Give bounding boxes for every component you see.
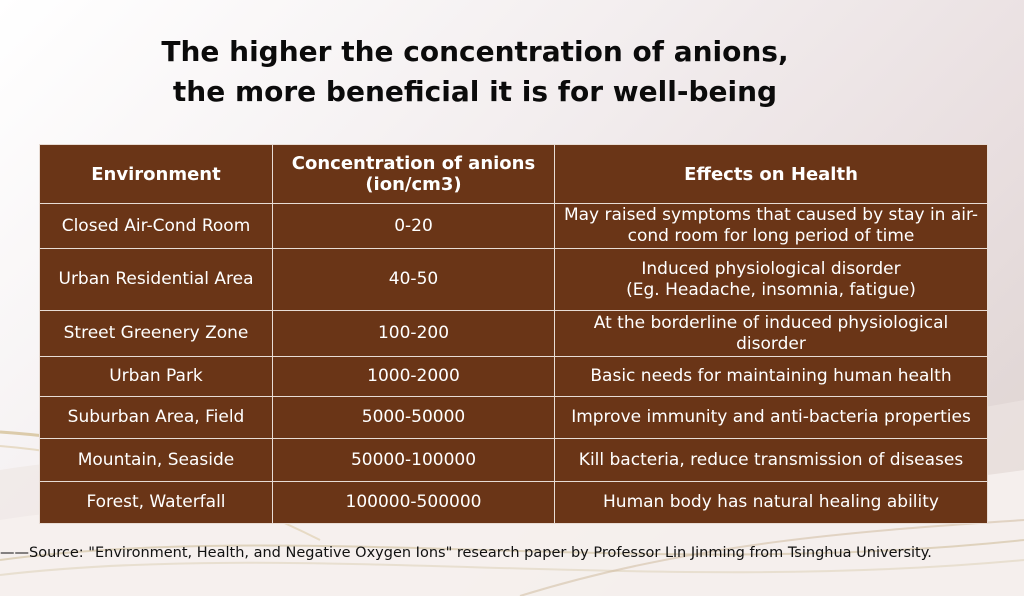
cell-concentration: 1000-2000	[272, 356, 555, 397]
table-row: Mountain, Seaside 50000-100000 Kill bact…	[39, 438, 988, 482]
header-environment: Environment	[39, 144, 273, 204]
header-concentration: Concentration of anions (ion/cm3)	[272, 144, 555, 204]
table-row: Suburban Area, Field 5000-50000 Improve …	[39, 396, 988, 439]
cell-environment: Urban Park	[39, 356, 273, 397]
anion-concentration-table: Environment Concentration of anions (ion…	[39, 144, 988, 524]
source-citation: ——Source: "Environment, Health, and Nega…	[0, 545, 932, 561]
cell-effect: At the borderline of induced physiologic…	[554, 310, 988, 357]
cell-effect: Kill bacteria, reduce transmission of di…	[554, 438, 988, 482]
cell-environment: Urban Residential Area	[39, 248, 273, 311]
cell-concentration: 100000-500000	[272, 481, 555, 524]
table-header-row: Environment Concentration of anions (ion…	[39, 144, 988, 204]
cell-environment: Forest, Waterfall	[39, 481, 273, 524]
cell-effect: May raised symptoms that caused by stay …	[554, 203, 988, 249]
table-row: Forest, Waterfall 100000-500000 Human bo…	[39, 481, 988, 524]
cell-effect: Basic needs for maintaining human health	[554, 356, 988, 397]
cell-concentration: 40-50	[272, 248, 555, 311]
header-effects: Effects on Health	[554, 144, 988, 204]
cell-effect: Induced physiological disorder (Eg. Head…	[554, 248, 988, 311]
cell-effect: Improve immunity and anti-bacteria prope…	[554, 396, 988, 439]
cell-concentration: 0-20	[272, 203, 555, 249]
cell-effect: Human body has natural healing ability	[554, 481, 988, 524]
cell-concentration: 50000-100000	[272, 438, 555, 482]
table-row: Urban Park 1000-2000 Basic needs for mai…	[39, 356, 988, 397]
cell-effect-line-2: (Eg. Headache, insomnia, fatigue)	[626, 279, 916, 300]
cell-effect-line-1: Induced physiological disorder	[641, 258, 901, 279]
title-line-1: The higher the concentration of anions,	[161, 35, 789, 68]
cell-environment: Street Greenery Zone	[39, 310, 273, 357]
cell-environment: Closed Air-Cond Room	[39, 203, 273, 249]
table-row: Urban Residential Area 40-50 Induced phy…	[39, 248, 988, 311]
title-line-2: the more beneficial it is for well-being	[172, 75, 778, 108]
cell-concentration: 5000-50000	[272, 396, 555, 439]
table-row: Closed Air-Cond Room 0-20 May raised sym…	[39, 203, 988, 249]
cell-environment: Mountain, Seaside	[39, 438, 273, 482]
table-row: Street Greenery Zone 100-200 At the bord…	[39, 310, 988, 357]
cell-environment: Suburban Area, Field	[39, 396, 273, 439]
cell-concentration: 100-200	[272, 310, 555, 357]
slide-title: The higher the concentration of anions, …	[0, 32, 950, 112]
